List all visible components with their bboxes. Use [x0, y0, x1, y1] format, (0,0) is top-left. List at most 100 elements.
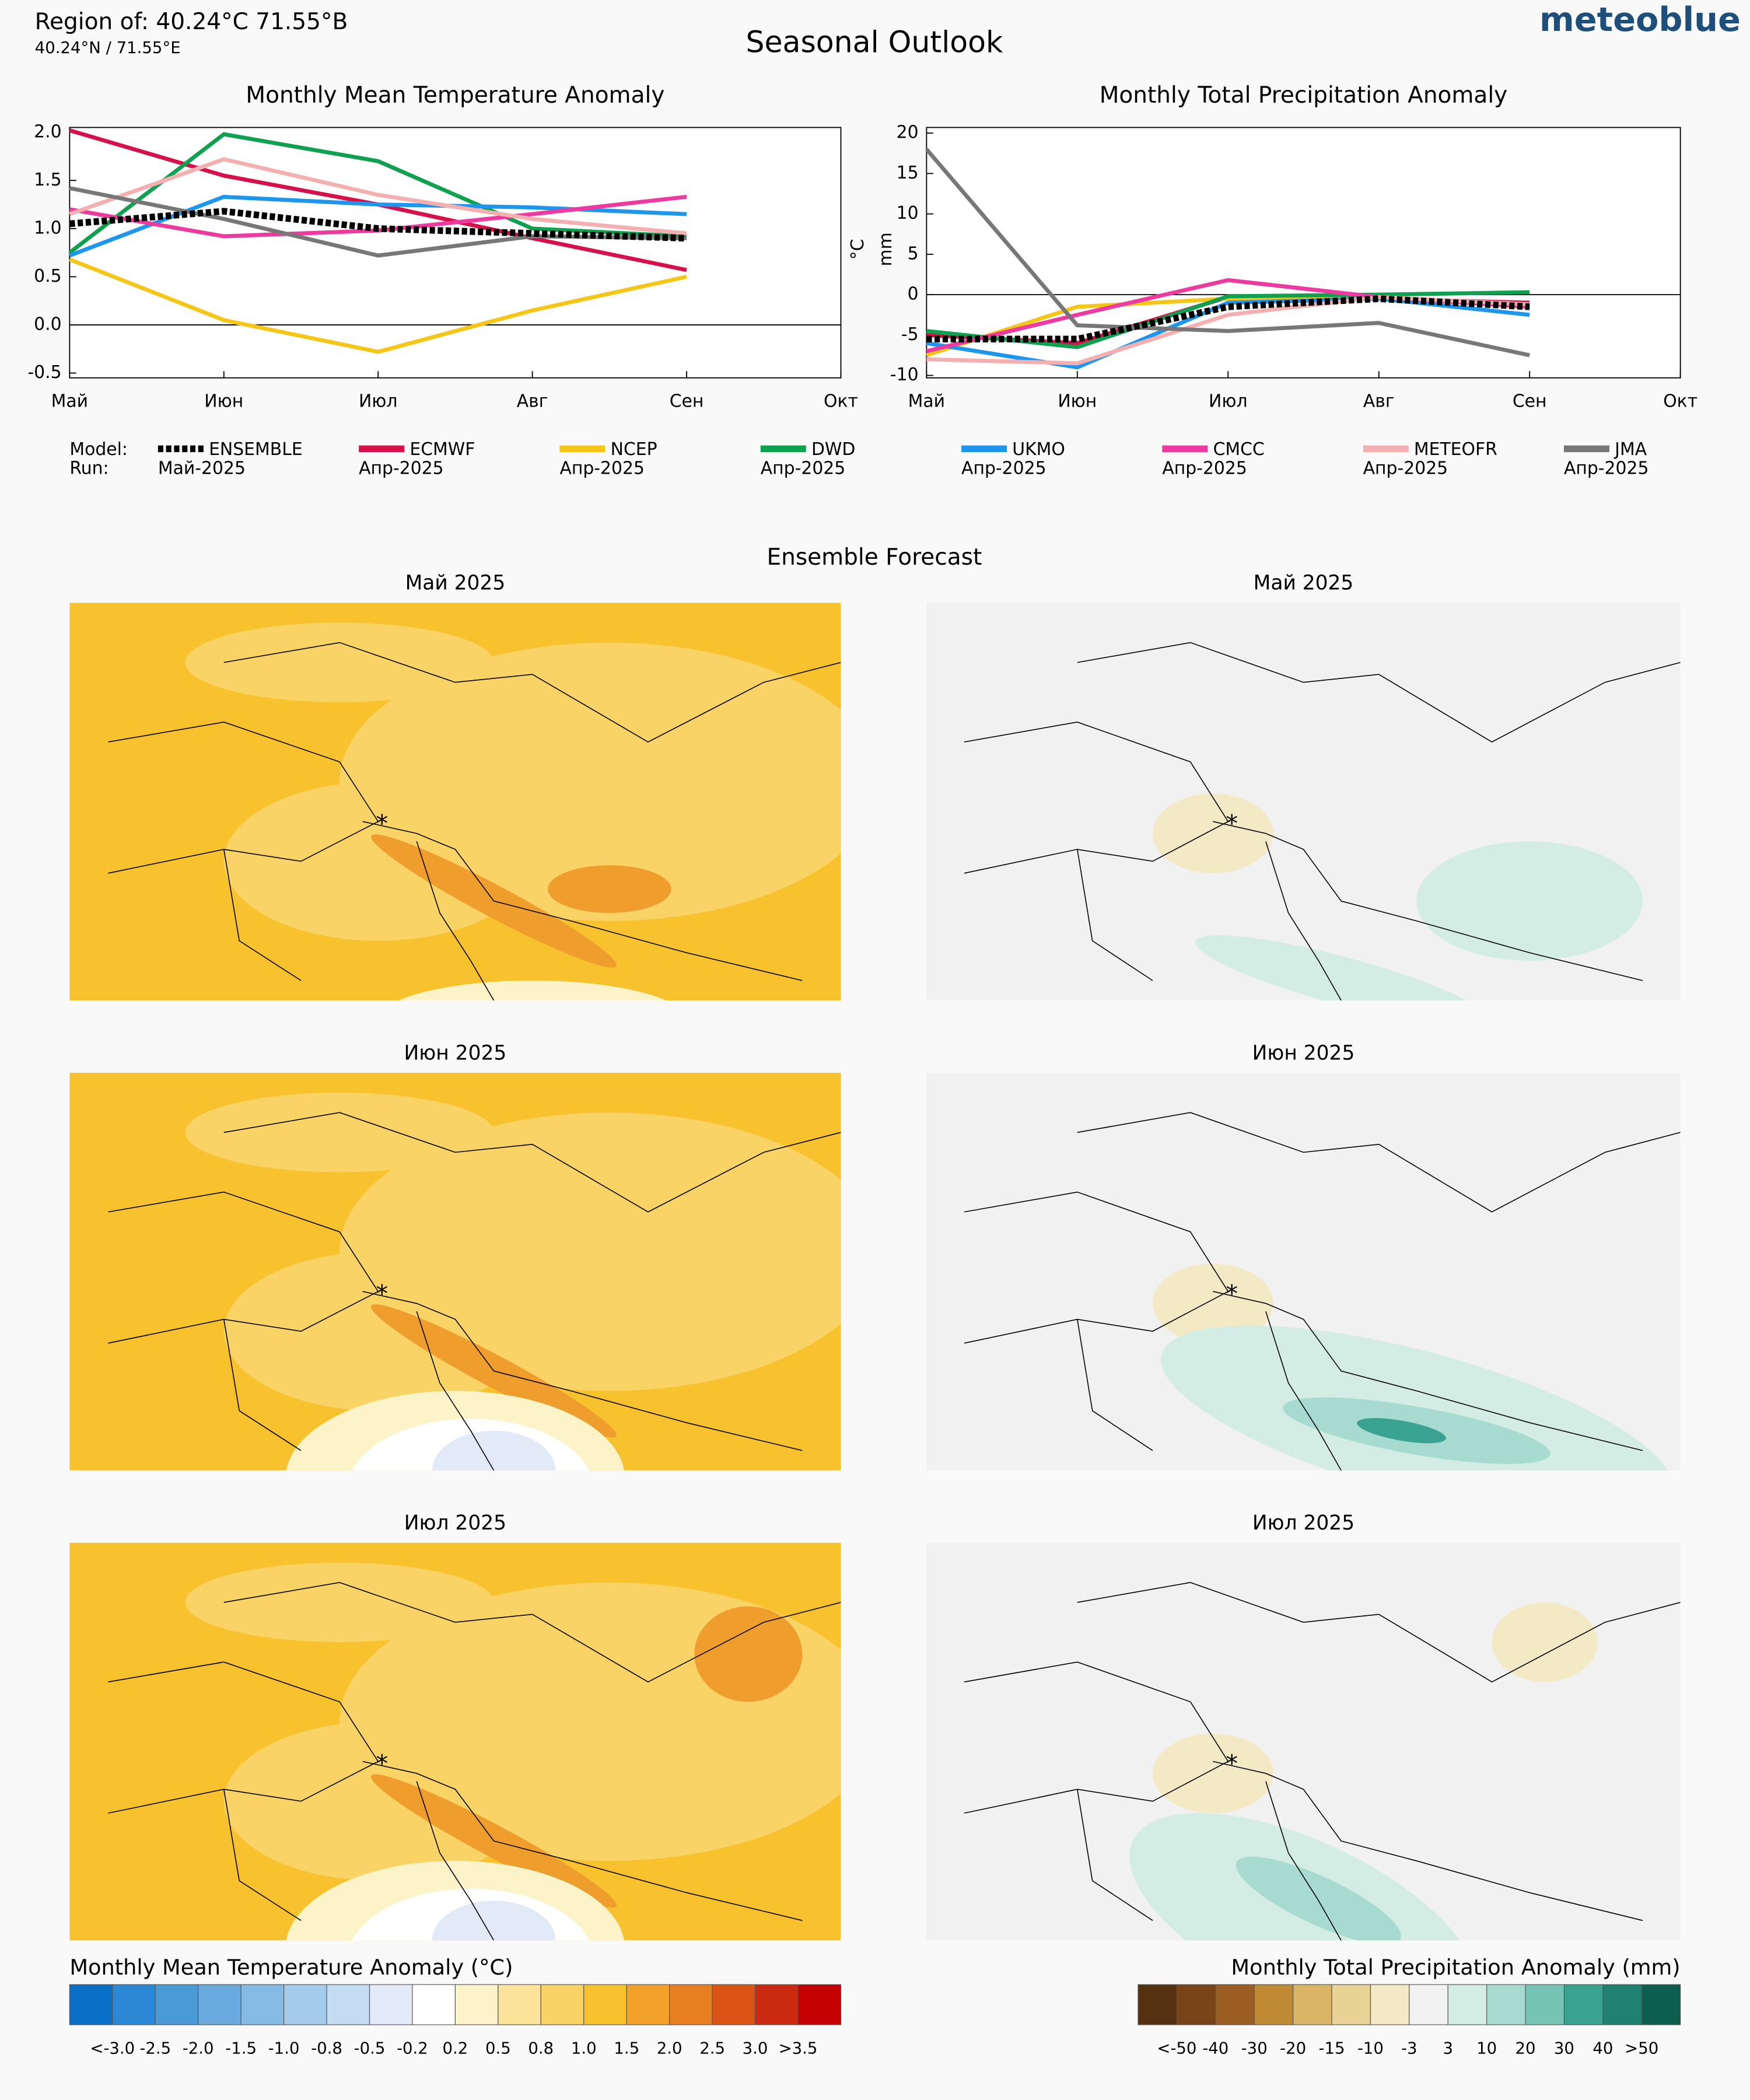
- colorbar-label: -20: [1280, 2039, 1306, 2057]
- colorbar-box: [1563, 1984, 1604, 2025]
- colorbar-label: <-3.0: [90, 2039, 135, 2057]
- series-line: [69, 157, 687, 236]
- map-title: Июн 2025: [404, 1041, 507, 1065]
- map-area: [432, 1901, 556, 1941]
- map-area: [1416, 841, 1643, 961]
- colorbar-box: [69, 1984, 113, 2025]
- x-tick-label: Июн: [1058, 391, 1097, 412]
- colorbar-label: <-50: [1157, 2039, 1196, 2057]
- map-border: [1265, 1311, 1342, 1471]
- colorbar-box: [712, 1984, 756, 2025]
- series-line: [926, 295, 1530, 343]
- colorbar-box: [626, 1984, 670, 2025]
- colorbar-label: >3.5: [779, 2039, 818, 2057]
- x-tick-label: Июн: [204, 391, 243, 412]
- map-border: [1213, 1291, 1643, 1451]
- colorbar-label: -40: [1202, 2039, 1228, 2057]
- brand[interactable]: meteoblue: [1539, 0, 1741, 39]
- x-tick-label: Май: [908, 391, 945, 412]
- map: *: [69, 1073, 841, 1471]
- colorbar-box: [240, 1984, 285, 2025]
- legend-name: METEOFR: [1414, 439, 1497, 460]
- colorbar-box: [112, 1984, 156, 2025]
- x-tick-label: Сен: [1513, 391, 1547, 412]
- colorbar-label: -0.2: [397, 2039, 428, 2057]
- map-border: [223, 1112, 841, 1213]
- map-title: Июл 2025: [1252, 1511, 1354, 1535]
- map-border: [1077, 1319, 1153, 1451]
- colorbar-box: [498, 1984, 541, 2025]
- colorbar-box: [1254, 1984, 1294, 2025]
- colorbar-label: 0.8: [528, 2039, 554, 2057]
- map-border: [223, 1582, 841, 1683]
- series-line: [69, 208, 687, 242]
- y-tick-label: 20: [897, 123, 919, 143]
- legend-run: Апр-2025: [559, 458, 645, 478]
- colorbar-box: [583, 1984, 627, 2025]
- map-border: [1265, 1781, 1342, 1941]
- colorbar-box: [669, 1984, 713, 2025]
- site-marker: *: [1226, 1749, 1238, 1777]
- colorbar-label: 2.0: [657, 2039, 682, 2057]
- series-line: [69, 257, 687, 354]
- x-tick-label: Июл: [359, 391, 398, 412]
- map-border: [223, 849, 302, 981]
- model-label: Model:: [69, 439, 128, 460]
- colorbar-label: 0.2: [443, 2039, 468, 2057]
- map-area: [1357, 1418, 1446, 1444]
- chart-title: Monthly Total Precipitation Anomaly: [1100, 82, 1508, 108]
- y-tick-label: 1.5: [34, 170, 61, 190]
- colorbar-label: 3.0: [743, 2039, 768, 2057]
- y-tick-label: -10: [890, 365, 919, 385]
- map-border: [223, 1319, 302, 1451]
- legend-run: Апр-2025: [961, 458, 1046, 478]
- map-border: [416, 1781, 495, 1941]
- map-area: [185, 1562, 494, 1643]
- map-border: [223, 1789, 302, 1921]
- y-tick-label: -5: [901, 324, 919, 345]
- map-border: [1077, 849, 1153, 981]
- site-marker: *: [376, 1280, 388, 1308]
- map-title: Июл 2025: [404, 1511, 506, 1535]
- series-line: [68, 132, 687, 254]
- colorbar-box: [412, 1984, 456, 2025]
- legend-run: Апр-2025: [761, 458, 846, 478]
- map: *: [69, 603, 841, 1001]
- legend-run: Май-2025: [158, 458, 246, 478]
- map-area: [398, 981, 666, 1001]
- map-title: Май 2025: [405, 572, 506, 595]
- colorbar-label: 40: [1592, 2039, 1613, 2057]
- map-area: [1153, 1264, 1273, 1343]
- map-area: [223, 1251, 533, 1411]
- colorbar-box: [1447, 1984, 1488, 2025]
- colorbar-label: 3: [1443, 2039, 1453, 2057]
- map-border: [1213, 1760, 1643, 1922]
- legend-run: Апр-2025: [1564, 458, 1649, 478]
- x-tick-label: Сен: [670, 391, 704, 412]
- colorbar-label: 10: [1476, 2039, 1497, 2057]
- map-border: [1077, 1582, 1681, 1683]
- legend-run: Апр-2025: [1363, 458, 1448, 478]
- map-area: [1153, 1733, 1273, 1814]
- legend-name: CMCC: [1213, 439, 1265, 460]
- colorbar-label: -1.5: [225, 2039, 257, 2057]
- x-tick-label: Июл: [1209, 391, 1248, 412]
- legend-name: ECMWF: [410, 439, 475, 460]
- map-title: Июн 2025: [1252, 1041, 1355, 1065]
- x-tick-label: Авг: [1363, 391, 1395, 412]
- colorbar-box: [754, 1984, 799, 2025]
- page-title: Seasonal Outlook: [746, 25, 1003, 60]
- map-border: [416, 1311, 495, 1471]
- colorbar-box: [198, 1984, 242, 2025]
- colorbar-label: -0.8: [311, 2039, 342, 2057]
- y-tick-label: -0.5: [27, 362, 61, 383]
- legend-name: JMA: [1614, 439, 1647, 460]
- region: Region of: 40.24°C 71.55°B: [35, 9, 348, 35]
- colorbar-box: [454, 1984, 499, 2025]
- colorbar-label: 1.5: [614, 2039, 639, 2057]
- colorbar-box: [155, 1984, 199, 2025]
- map: *: [926, 1073, 1681, 1471]
- map-area: [1195, 935, 1487, 1001]
- map-border: [362, 821, 803, 981]
